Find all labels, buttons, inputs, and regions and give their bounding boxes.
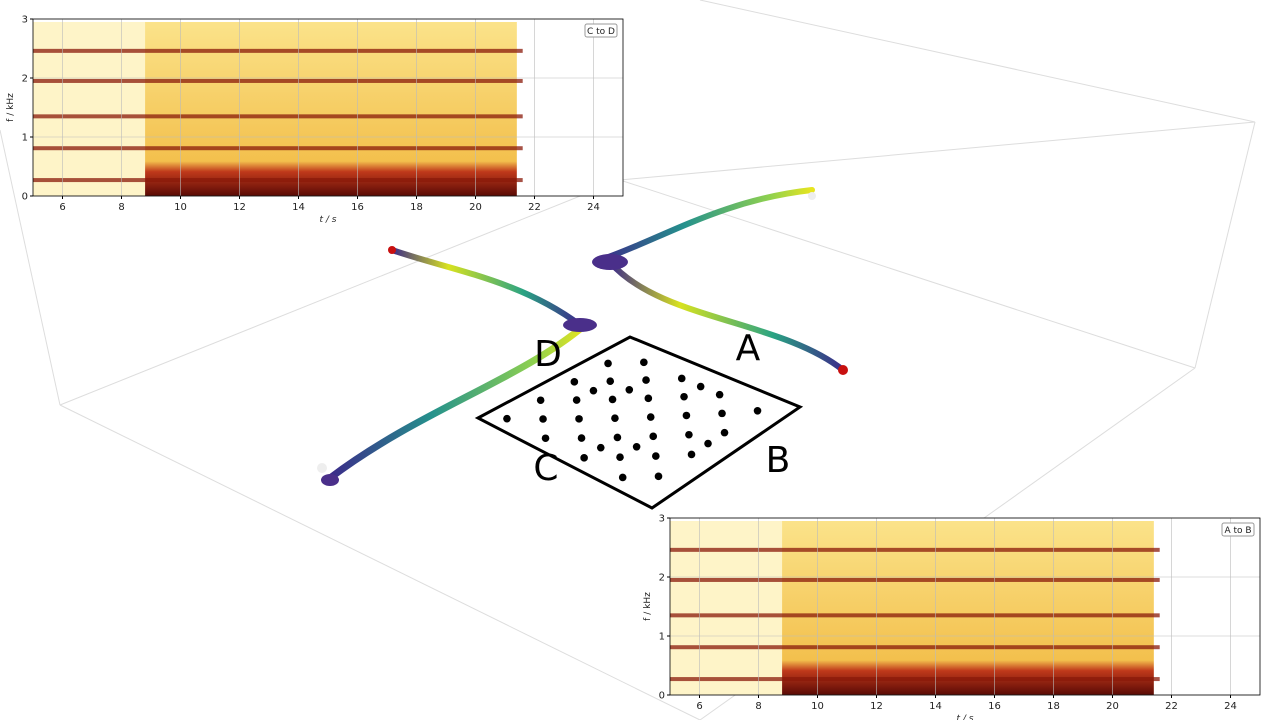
x-tick-label: 6	[59, 202, 65, 213]
legend-box	[1221, 522, 1255, 537]
dot	[718, 409, 726, 418]
x-axis-label: t / s	[957, 714, 974, 720]
dot	[640, 358, 648, 367]
y-tick-label: 2	[22, 74, 28, 85]
dot	[536, 396, 545, 405]
dot	[575, 415, 583, 423]
y-tick-label: 3	[659, 514, 665, 525]
harmonic-band	[670, 613, 1160, 618]
dot	[644, 394, 653, 403]
harmonic-band	[33, 78, 523, 83]
dot	[589, 386, 598, 395]
y-tick-label: 2	[659, 573, 665, 584]
dot	[539, 415, 547, 423]
scene-label: A	[736, 328, 761, 369]
dot	[704, 439, 712, 448]
dot	[577, 434, 586, 442]
harmonic-band	[33, 146, 523, 151]
microphone-dots	[503, 358, 762, 482]
dot	[677, 374, 686, 383]
dot	[687, 450, 696, 459]
harmonic-band	[33, 48, 523, 53]
dot	[625, 385, 634, 394]
x-tick-label: 24	[587, 202, 600, 213]
dot	[649, 432, 658, 441]
x-tick-label: 12	[870, 701, 883, 712]
scene-label: C	[533, 448, 558, 489]
y-axis-label: f / kHz	[643, 592, 653, 621]
dot	[570, 378, 579, 386]
dot	[541, 434, 550, 443]
y-tick-label: 3	[22, 15, 28, 26]
dot	[580, 454, 588, 462]
harmonic-band	[670, 677, 1160, 682]
dot	[720, 428, 729, 437]
x-tick-label: 16	[351, 202, 364, 213]
dot	[682, 411, 691, 420]
harmonic-band	[670, 547, 1160, 552]
dot	[680, 392, 688, 401]
x-tick-label: 20	[1106, 701, 1119, 712]
x-axis-label: t / s	[320, 215, 337, 225]
dot	[596, 443, 605, 452]
scene-label: D	[534, 334, 562, 375]
dot	[642, 376, 650, 384]
trajectories	[317, 187, 848, 486]
harmonic-band	[670, 577, 1160, 582]
spectrogram-texture	[782, 521, 1154, 695]
harmonic-band	[33, 178, 523, 183]
panel-frame	[669, 517, 1261, 696]
harmonic-band	[33, 114, 523, 119]
dot	[715, 390, 724, 399]
x-tick-label: 18	[410, 202, 423, 213]
x-tick-label: 10	[174, 202, 187, 213]
dot	[604, 359, 612, 368]
x-tick-label: 6	[696, 701, 702, 712]
x-tick-label: 14	[292, 202, 305, 213]
x-tick-label: 8	[755, 701, 761, 712]
dot	[696, 382, 705, 391]
dot	[616, 453, 624, 462]
dot	[572, 396, 581, 404]
scene-label: B	[766, 440, 791, 481]
y-tick-label: 1	[659, 632, 665, 643]
x-tick-label: 18	[1047, 701, 1060, 712]
y-tick-label: 0	[659, 691, 665, 702]
dot	[646, 413, 655, 421]
harmonic-band	[670, 645, 1160, 650]
x-tick-label: 22	[528, 202, 541, 213]
x-tick-label: 8	[118, 202, 124, 213]
dot	[632, 442, 641, 451]
dot	[753, 406, 762, 415]
legend-box	[584, 23, 618, 38]
y-tick-label: 0	[22, 192, 28, 203]
legend-label: C to D	[587, 27, 615, 37]
dot	[618, 473, 627, 482]
dot	[611, 414, 619, 423]
y-axis-label: f / kHz	[6, 93, 16, 122]
x-tick-label: 16	[988, 701, 1001, 712]
x-tick-label: 14	[929, 701, 942, 712]
dot	[606, 377, 615, 386]
panel-frame	[32, 18, 624, 197]
x-tick-label: 20	[469, 202, 482, 213]
x-tick-label: 22	[1165, 701, 1178, 712]
dot	[652, 452, 660, 460]
x-tick-label: 10	[811, 701, 824, 712]
dot	[654, 472, 663, 481]
spectrogram-texture	[145, 22, 517, 196]
x-tick-label: 24	[1224, 701, 1237, 712]
plate	[474, 335, 804, 510]
dot	[613, 433, 622, 442]
dot	[503, 414, 511, 423]
dot	[608, 395, 617, 404]
legend-label: A to B	[1224, 526, 1251, 536]
dot	[685, 430, 693, 439]
y-tick-label: 1	[22, 133, 28, 144]
x-tick-label: 12	[233, 202, 246, 213]
